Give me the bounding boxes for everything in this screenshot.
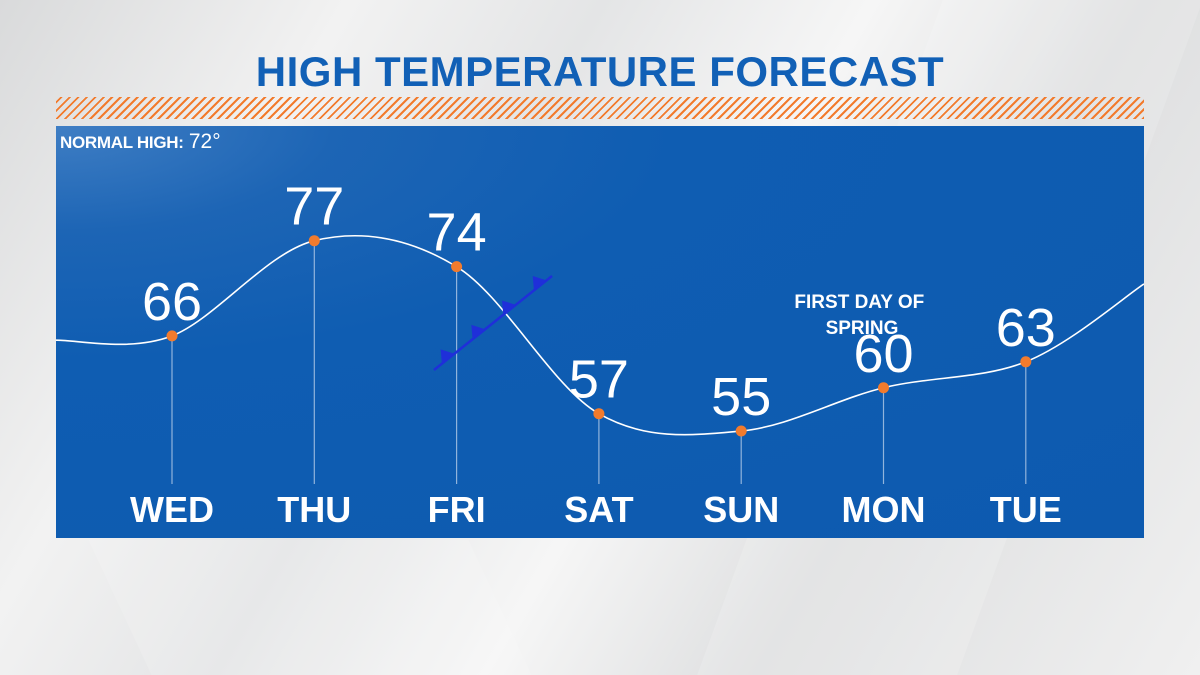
first-day-of-spring-annotation: FIRST DAY OF SPRING xyxy=(794,292,929,339)
normal-high-text: NORMAL HIGH: xyxy=(60,133,184,152)
data-point xyxy=(593,408,605,420)
front-barb xyxy=(440,349,455,364)
day-label: WED xyxy=(130,489,214,530)
data-point xyxy=(735,425,747,437)
day-label: THU xyxy=(277,489,351,530)
annotation-line-1: FIRST DAY OF xyxy=(794,292,924,313)
data-label: 63 xyxy=(996,298,1056,358)
hatch-stripe xyxy=(56,97,1144,119)
annotation-line-2: SPRING xyxy=(826,318,899,339)
day-label: TUE xyxy=(990,489,1062,530)
data-point xyxy=(878,382,889,394)
page-title: HIGH TEMPERATURE FORECAST xyxy=(255,48,945,95)
data-label: 55 xyxy=(711,367,771,427)
normal-high-label: NORMAL HIGH: 72° xyxy=(60,130,221,154)
front-barb xyxy=(502,300,516,315)
data-label: 74 xyxy=(427,203,487,263)
day-label: SAT xyxy=(564,489,633,530)
day-label: SUN xyxy=(703,489,779,530)
cold-front-symbol xyxy=(433,275,553,371)
data-label: 66 xyxy=(142,272,202,332)
data-label: 57 xyxy=(569,350,629,410)
normal-high-value: 72° xyxy=(188,130,221,153)
data-point xyxy=(308,235,320,247)
front-barb xyxy=(532,276,547,291)
data-label: 60 xyxy=(853,324,913,384)
data-point xyxy=(1020,356,1032,368)
background-shard xyxy=(88,540,532,675)
data-point xyxy=(166,330,178,342)
temperature-chart: 66 77 74 57 55 60 63 WED THU FRI SAT SUN MON TUE FIR… xyxy=(56,177,1144,530)
day-label: FRI xyxy=(428,489,486,530)
data-point xyxy=(451,261,463,273)
chart-panel: NORMAL HIGH: 72° 66 77 74 57 55 60 63 WED THU FR… xyxy=(56,126,1144,538)
front-barb xyxy=(471,324,486,340)
day-label: MON xyxy=(842,489,926,530)
data-label: 77 xyxy=(284,177,344,237)
